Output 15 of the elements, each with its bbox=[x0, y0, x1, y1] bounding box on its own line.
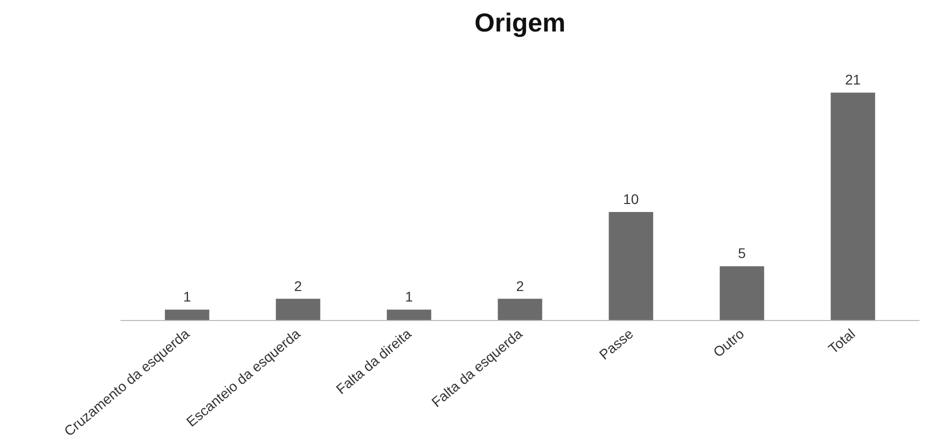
data-label: 2 bbox=[294, 278, 302, 294]
bar bbox=[720, 266, 764, 320]
bar bbox=[498, 298, 542, 320]
bar bbox=[830, 92, 876, 320]
bar bbox=[386, 310, 432, 320]
chart-title: Origem bbox=[474, 8, 566, 38]
bar bbox=[164, 310, 210, 320]
data-label: 10 bbox=[623, 190, 639, 207]
bar bbox=[276, 298, 320, 320]
data-label: 5 bbox=[738, 245, 746, 262]
data-label: 2 bbox=[516, 278, 524, 294]
data-label: 1 bbox=[183, 288, 192, 305]
data-label: 1 bbox=[405, 288, 414, 305]
bar bbox=[608, 212, 654, 320]
data-label: 21 bbox=[845, 72, 861, 88]
